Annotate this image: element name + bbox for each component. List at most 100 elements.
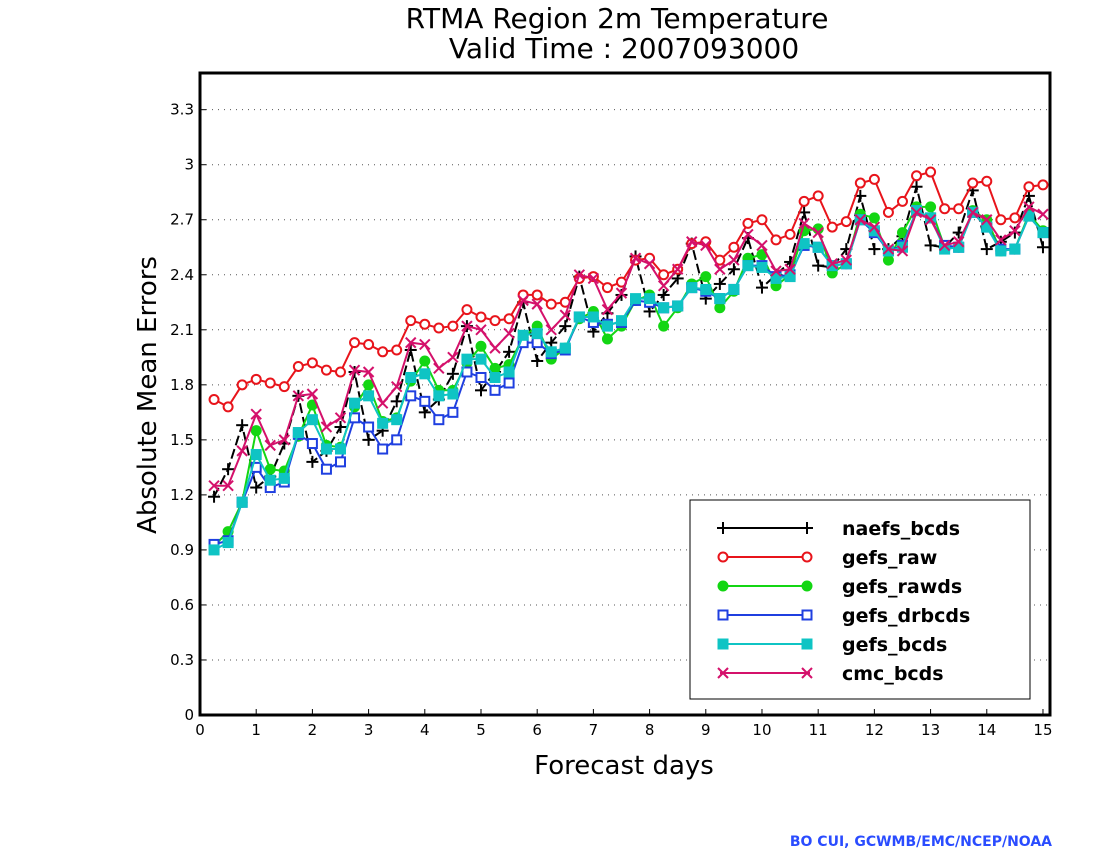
data-point	[573, 311, 585, 323]
series-line	[213, 209, 1044, 551]
data-point	[981, 175, 993, 187]
data-point	[770, 272, 782, 284]
data-point	[911, 205, 923, 217]
data-point	[320, 364, 332, 376]
data-point	[995, 214, 1007, 226]
data-point	[250, 373, 262, 385]
data-point	[714, 302, 726, 314]
data-point	[222, 537, 234, 549]
data-point	[756, 261, 768, 273]
data-point	[391, 414, 403, 426]
legend-label: gefs_drbcds	[842, 605, 970, 627]
data-point	[503, 313, 515, 325]
y-tick-label: 0.6	[170, 596, 194, 614]
data-point	[910, 180, 923, 193]
data-point	[980, 243, 993, 256]
data-point	[545, 324, 557, 336]
data-point	[770, 234, 782, 246]
data-point	[601, 303, 614, 316]
data-point	[826, 221, 838, 233]
data-point	[489, 315, 501, 327]
data-point	[362, 366, 375, 378]
data-point	[447, 388, 459, 400]
legend-item: cmc_bcds	[717, 663, 944, 685]
data-point	[643, 258, 656, 270]
data-point	[447, 320, 459, 332]
data-point	[292, 427, 304, 439]
data-point	[349, 337, 361, 349]
data-point	[1036, 241, 1049, 254]
data-point	[461, 353, 473, 365]
data-point	[559, 309, 571, 321]
data-point	[1037, 227, 1049, 239]
data-point	[1009, 212, 1021, 224]
data-point	[967, 206, 979, 219]
data-point	[672, 300, 684, 312]
data-point	[812, 241, 824, 253]
data-point	[433, 390, 445, 402]
data-point	[812, 190, 824, 202]
legend-box	[689, 499, 1031, 700]
x-tick-label: 12	[865, 721, 884, 739]
data-point	[363, 421, 375, 433]
data-point	[615, 287, 628, 299]
x-tick-label: 9	[701, 721, 711, 739]
x-tick-label: 2	[308, 721, 318, 739]
data-point	[910, 206, 923, 219]
data-point	[222, 480, 234, 492]
legend-label: naefs_bcds	[842, 518, 960, 540]
data-point	[1037, 208, 1049, 220]
data-point	[657, 280, 670, 292]
y-tick-label: 2.1	[170, 321, 194, 339]
data-point	[531, 354, 544, 367]
y-tick-label: 1.2	[170, 486, 194, 504]
data-point	[334, 443, 346, 455]
data-point	[967, 177, 979, 189]
data-point	[278, 434, 291, 446]
data-point	[629, 252, 642, 264]
data-point	[419, 368, 431, 380]
data-point	[728, 283, 740, 295]
data-point	[770, 265, 782, 277]
x-tick-label: 7	[589, 721, 599, 739]
data-point	[264, 377, 276, 389]
data-point	[278, 472, 290, 484]
series-naefs_bcds	[208, 180, 1049, 503]
data-point	[826, 260, 838, 272]
data-point	[925, 166, 937, 178]
data-point	[601, 320, 613, 332]
data-point	[882, 243, 895, 255]
data-point	[320, 463, 332, 475]
data-point	[475, 371, 487, 383]
y-tick-label: 1.8	[170, 376, 194, 394]
data-point	[250, 408, 262, 420]
data-point	[686, 236, 698, 248]
y-axis-label: Absolute Mean Errors	[133, 256, 163, 534]
data-point	[236, 419, 249, 432]
data-point	[320, 421, 333, 433]
data-point	[363, 338, 375, 350]
x-tick-label: 14	[977, 721, 996, 739]
data-point	[475, 353, 487, 365]
data-point	[390, 395, 403, 408]
data-point	[840, 254, 852, 266]
data-point	[953, 203, 965, 215]
data-point	[306, 438, 318, 450]
data-point	[446, 367, 459, 380]
data-point	[334, 366, 346, 378]
data-point	[587, 311, 599, 323]
data-point	[503, 327, 515, 340]
data-point	[236, 445, 248, 457]
y-tick-label: 1.5	[170, 431, 194, 449]
data-point	[587, 272, 600, 285]
data-point	[377, 417, 389, 429]
data-point	[222, 401, 234, 413]
legend-item: naefs_bcds	[717, 518, 960, 540]
data-point	[517, 329, 529, 341]
axis-ticks: 00.30.60.91.21.51.82.12.42.733.30 1 2 3 4 5 6 7…	[170, 101, 1052, 739]
data-point	[812, 226, 824, 239]
credit-text: BO CUI, GCWMB/EMC/NCEP/NOAA	[790, 834, 1052, 850]
data-point	[801, 522, 813, 534]
data-point	[952, 236, 965, 248]
data-point	[868, 243, 881, 256]
